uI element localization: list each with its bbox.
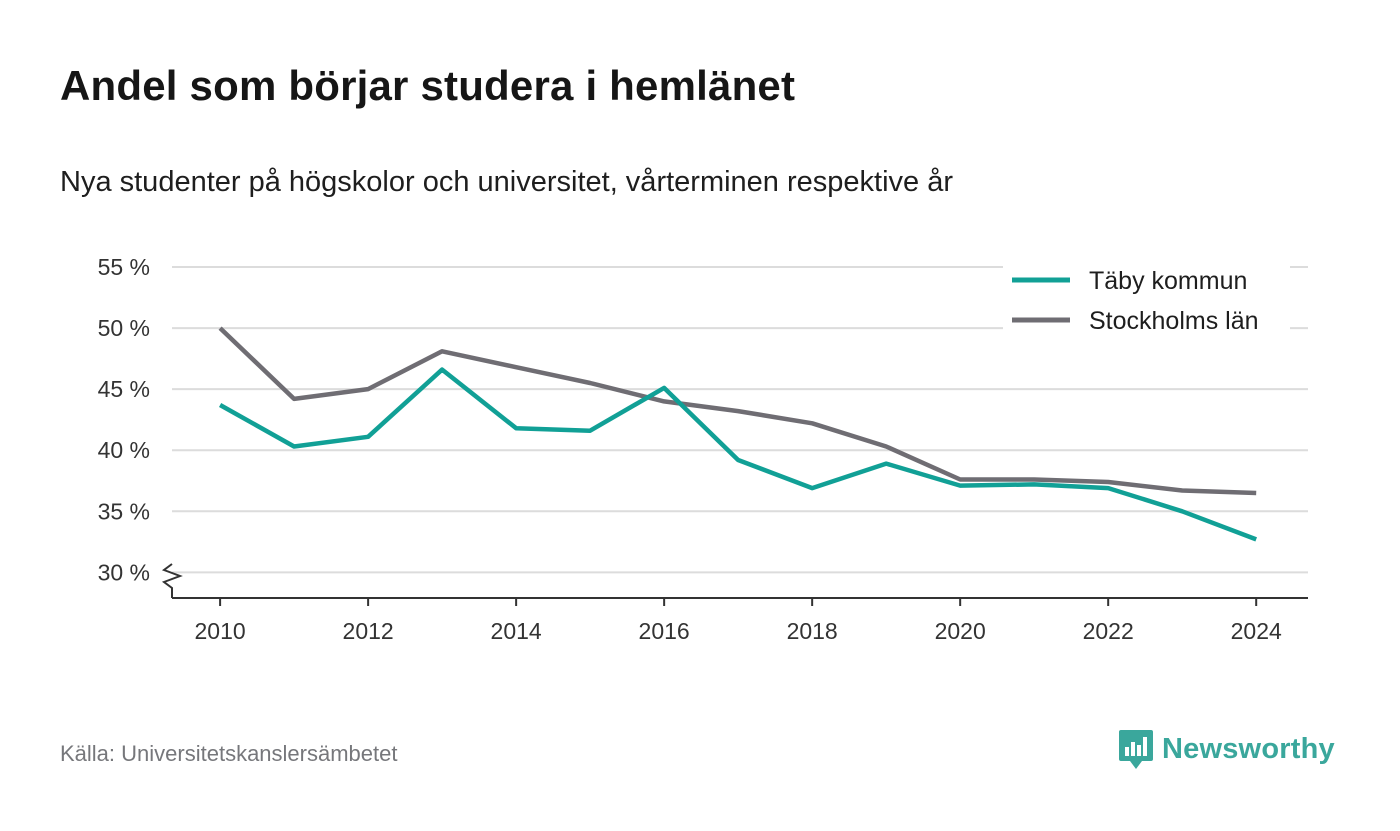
- source-note: Källa: Universitetskanslersämbetet: [60, 741, 398, 766]
- x-tick-label: 2012: [343, 618, 394, 644]
- x-tick-label: 2014: [491, 618, 542, 644]
- y-tick-label: 45 %: [98, 376, 150, 402]
- x-tick-label: 2024: [1231, 618, 1282, 644]
- legend-background: [1003, 262, 1290, 344]
- y-tick-label: 35 %: [98, 498, 150, 524]
- y-tick-label: 55 %: [98, 254, 150, 280]
- axis-break-icon: [161, 563, 183, 598]
- y-tick-label: 30 %: [98, 559, 150, 585]
- chart-title: Andel som börjar studera i hemlänet: [60, 62, 796, 109]
- x-tick-label: 2018: [787, 618, 838, 644]
- legend-label: Täby kommun: [1089, 267, 1247, 295]
- x-tick-label: 2022: [1083, 618, 1134, 644]
- series-line-stockholms-län: [218, 326, 1257, 496]
- chart-legend: Täby kommun Stockholms län: [1003, 262, 1290, 344]
- x-tick-label: 2010: [195, 618, 246, 644]
- brand-logo: Newsworthy: [1118, 728, 1335, 770]
- y-tick-label: 50 %: [98, 315, 150, 341]
- legend-label: Stockholms län: [1089, 307, 1259, 335]
- x-tick-label: 2020: [935, 618, 986, 644]
- chart-subtitle: Nya studenter på högskolor och universit…: [60, 166, 953, 198]
- series-line-täby-kommun: [218, 367, 1257, 542]
- x-tick-label: 2016: [639, 618, 690, 644]
- newsworthy-logo-icon: [1119, 730, 1153, 769]
- y-tick-label: 40 %: [98, 437, 150, 463]
- brand-name: Newsworthy: [1162, 732, 1335, 765]
